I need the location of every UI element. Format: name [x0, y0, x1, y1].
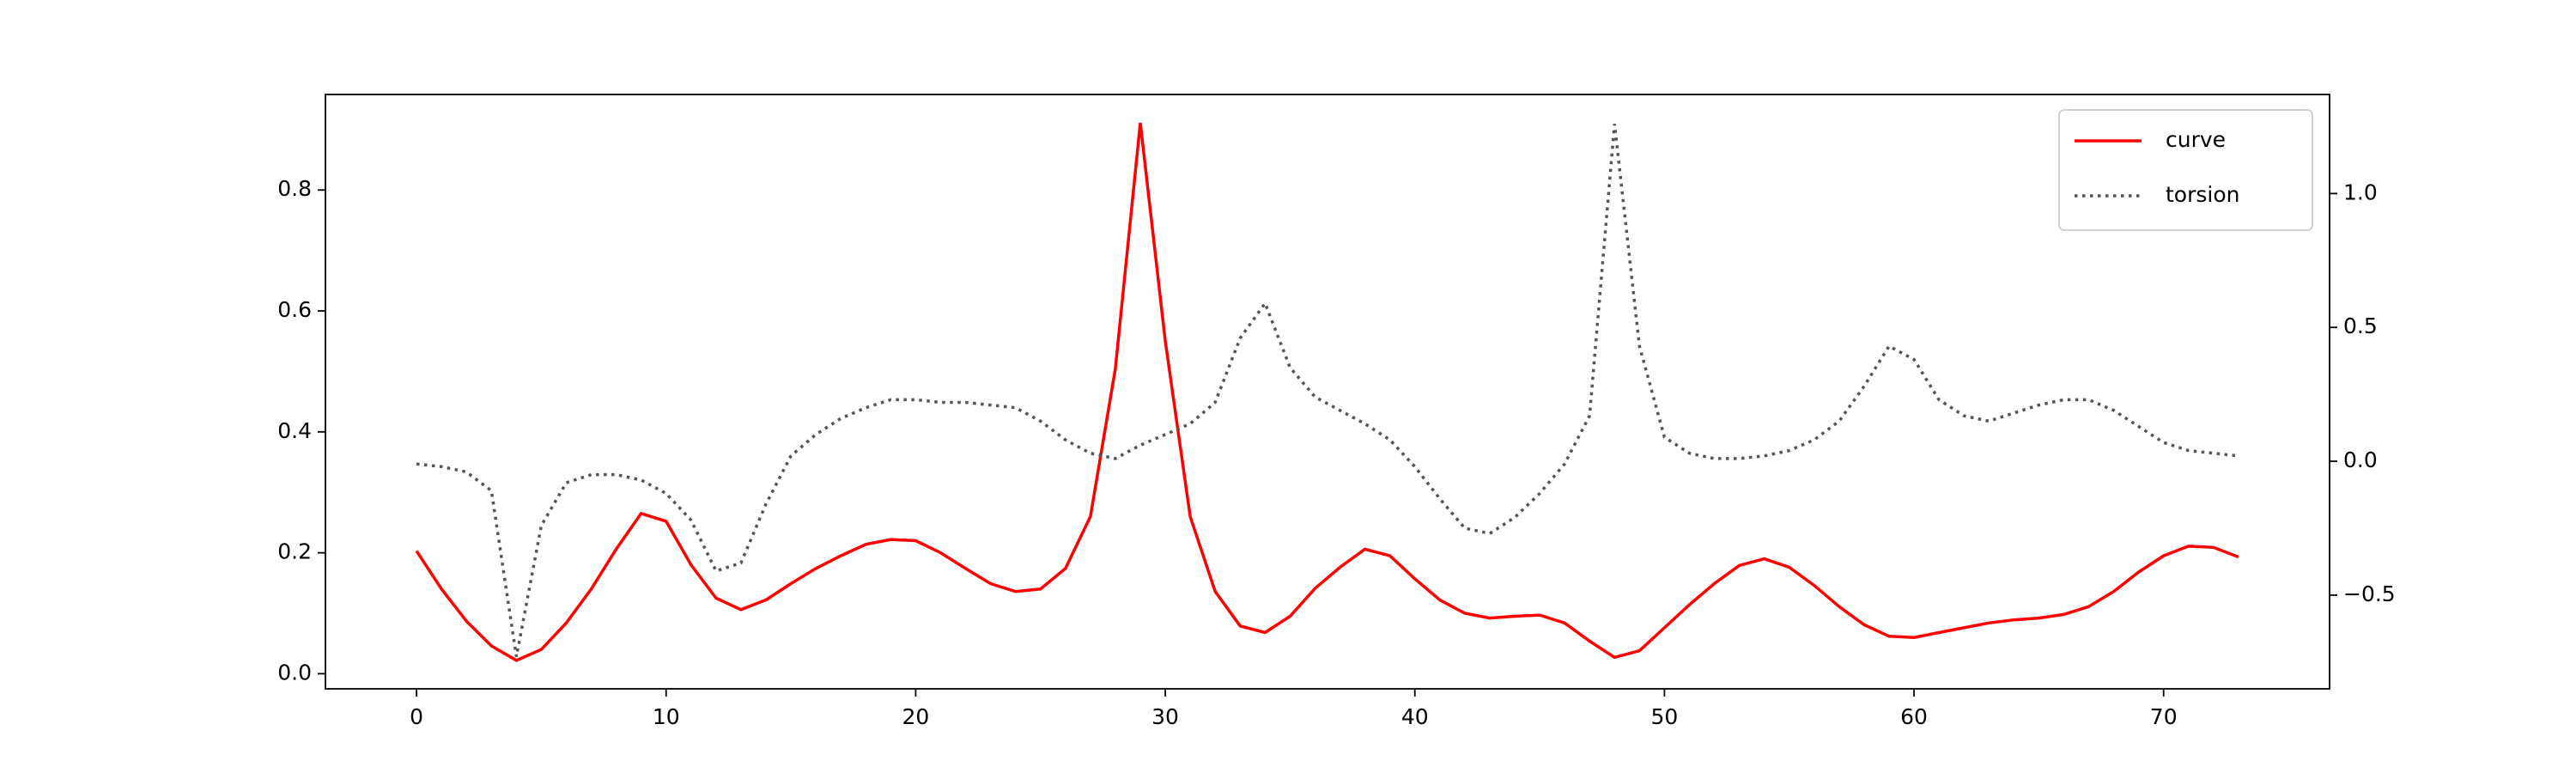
y-tick-label: 0.0 — [277, 660, 312, 685]
x-tick-label: 50 — [1650, 704, 1678, 729]
plot-frame — [325, 94, 2330, 690]
y-tick-label: 0.2 — [277, 539, 312, 564]
x-tick-label: 60 — [1900, 704, 1928, 729]
x-tick-label: 30 — [1151, 704, 1179, 729]
x-tick-label: 70 — [2150, 704, 2178, 729]
x-tick-label: 40 — [1401, 704, 1429, 729]
y2-tick-label: 0.5 — [2343, 313, 2378, 338]
y2-tick-label: 1.0 — [2343, 180, 2378, 204]
y2-tick-label: 0.0 — [2343, 447, 2378, 472]
y-tick-label: 0.4 — [277, 418, 312, 443]
x-tick-label: 20 — [902, 704, 930, 729]
x-tick-label: 10 — [653, 704, 680, 729]
series-line — [415, 122, 2239, 662]
y2-tick-label: −0.5 — [2343, 581, 2396, 606]
x-tick-label: 0 — [410, 704, 423, 729]
series-line — [416, 124, 2239, 657]
y-tick-label: 0.8 — [277, 176, 312, 201]
y-tick-label: 0.6 — [277, 297, 312, 322]
legend-label: curve — [2166, 127, 2226, 152]
legend-label: torsion — [2166, 182, 2240, 207]
